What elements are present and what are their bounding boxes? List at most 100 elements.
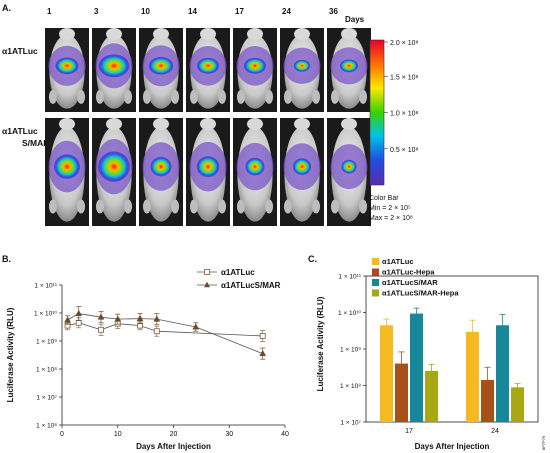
mouse-head: [247, 28, 263, 40]
mouse-leg: [236, 199, 245, 214]
bioluminescence-image-grid: [45, 28, 371, 226]
mouse-head: [341, 118, 357, 130]
mouse-leg: [330, 199, 339, 214]
panel-b-label: B.: [2, 254, 11, 264]
y-tick-label: 1 × 10¹¹: [34, 283, 57, 290]
x-axis-title: Days After Injection: [136, 442, 211, 451]
series-line: [67, 313, 263, 354]
mouse-leg: [359, 89, 368, 104]
mouse-image-r1-d17: [233, 28, 277, 112]
y-tick-label: 1 × 10⁹: [340, 347, 361, 354]
line-chart: 1 × 10⁶ 1 × 10⁷ 1 × 10⁸ 1 × 10⁹ 1 × 10¹⁰ 1 × …: [6, 268, 289, 451]
luciferase-signal: [54, 154, 80, 179]
day-label-36: 36: [329, 7, 338, 16]
data-point: [153, 315, 161, 322]
x-tick-label: 10: [114, 431, 122, 438]
data-point: [114, 315, 122, 322]
mouse-head: [200, 118, 216, 130]
mouse-head: [59, 118, 75, 130]
data-point: [259, 333, 266, 339]
colorbar-tick-label: 1.0 × 10⁸: [390, 111, 418, 118]
colorbar-max: Max = 2 × 10⁸: [369, 215, 413, 222]
mouse-image-r2-d36: [327, 118, 371, 226]
mouse-leg: [77, 199, 86, 214]
day-labels: 1 3 10 14 17 24 36: [47, 7, 338, 16]
days-label: Days: [345, 15, 365, 24]
mouse-head: [247, 118, 263, 130]
luciferase-signal: [196, 156, 220, 178]
mouse-leg: [95, 199, 104, 214]
legend: α1ATLuc α1ATLucS/MAR: [197, 268, 281, 290]
mouse-leg: [218, 199, 227, 214]
x-tick-label: 20: [170, 431, 178, 438]
legend-label: α1ATLuc: [382, 257, 414, 266]
mouse-head: [106, 28, 122, 40]
bar-1: [380, 325, 393, 422]
legend-label: α1ATLucS/MAR: [382, 278, 438, 287]
row2-label-line2: S/MAR: [22, 138, 49, 148]
legend-label: α1ATLucS/MAR: [221, 281, 281, 290]
mouse-leg: [171, 199, 180, 214]
legend-swatch: [372, 279, 379, 286]
luciferase-signal: [150, 156, 172, 177]
luciferase-signal: [197, 57, 219, 74]
mouse-leg: [283, 89, 292, 104]
data-point: [136, 314, 144, 322]
series-line: [67, 322, 263, 337]
mouse-image-r1-d3: [92, 28, 136, 112]
colorbar-title: Color Bar: [369, 195, 399, 202]
mouse-head: [294, 28, 310, 40]
y-tick-label: 1 × 10⁹: [36, 339, 57, 346]
bar-4: [425, 370, 438, 422]
mouse-leg: [189, 89, 198, 104]
mouse-head: [153, 118, 169, 130]
bar-3: [496, 325, 509, 422]
mouse-leg: [312, 89, 321, 104]
figure-id: 8P7P76: [541, 435, 546, 450]
x-tick-label: 30: [225, 431, 233, 438]
day-label-14: 14: [188, 7, 197, 16]
category-label: 17: [405, 428, 413, 435]
data-point: [75, 319, 82, 326]
y-tick-label: 1 × 10¹¹: [338, 274, 361, 281]
mouse-image-r1-d14: [186, 28, 230, 112]
mouse-leg: [142, 89, 151, 104]
mouse-leg: [77, 89, 86, 104]
y-tick-label: 1 × 10⁶: [36, 423, 57, 430]
luciferase-signal: [245, 157, 265, 176]
bar-4: [511, 387, 524, 422]
day-label-17: 17: [235, 7, 244, 16]
x-tick-label: 0: [60, 431, 64, 438]
luciferase-signal: [292, 158, 312, 175]
colorbar-tick-label: 1.5 × 10⁸: [390, 74, 418, 81]
mouse-head: [341, 28, 357, 40]
colorbar-ticks: 2.0 × 10⁸ 1.5 × 10⁸ 1.0 × 10⁸ 0.5 × 10⁸: [384, 40, 418, 154]
y-tick-label: 1 × 10⁸: [36, 367, 57, 374]
day-label-10: 10: [141, 7, 150, 16]
data-point: [97, 313, 105, 320]
y-tick-label: 1 × 10⁸: [340, 383, 361, 390]
bar-chart: 1 × 10⁷ 1 × 10⁸ 1 × 10⁹ 1 × 10¹⁰ 1 × 10¹¹ Day…: [316, 257, 539, 451]
mouse-image-r2-d3: [92, 118, 136, 226]
y-axis-title: Luciferase Activity (RLU): [316, 296, 325, 391]
mouse-image-r2-d1: [45, 118, 89, 226]
mouse-image-r2-d24: [280, 118, 324, 226]
luciferase-signal: [244, 57, 266, 74]
legend-swatch: [372, 289, 379, 297]
colorbar: [369, 39, 385, 186]
mouse-leg: [124, 199, 133, 214]
data-point: [153, 328, 160, 335]
luciferase-signal: [98, 151, 130, 182]
mouse-leg: [265, 199, 274, 214]
mouse-leg: [265, 89, 274, 104]
y-axis-title: Luciferase Activity (RLU): [6, 307, 15, 402]
day-label-1: 1: [47, 7, 52, 16]
legend-label: α1ATLucS/MAR-Hepa: [382, 289, 459, 298]
mouse-leg: [142, 199, 151, 214]
colorbar-tick-label: 0.5 × 10⁸: [390, 147, 418, 154]
colorbar-min: Min = 2 × 10⁵: [369, 205, 411, 212]
mouse-leg: [48, 199, 57, 214]
mouse-head: [153, 28, 169, 40]
